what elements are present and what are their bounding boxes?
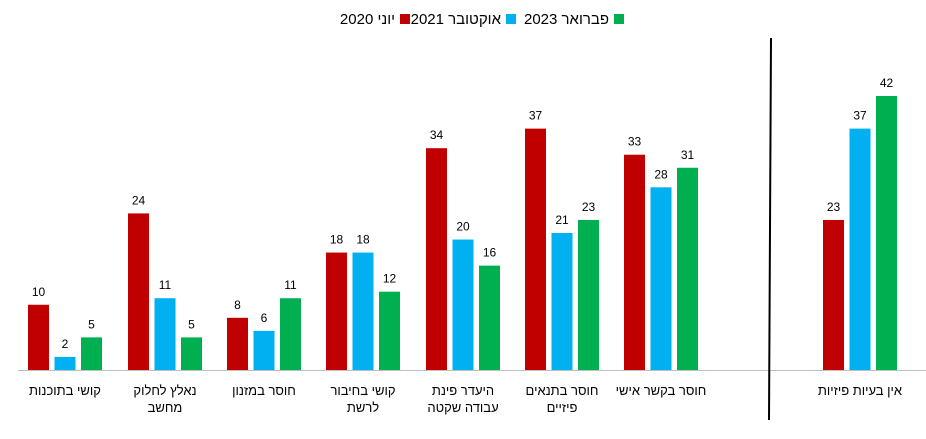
bar-s2-c2 <box>280 298 301 370</box>
category-label-7: אין בעיות פיזיות <box>818 383 902 398</box>
value-label-s0-c6: 33 <box>628 135 642 149</box>
legend-label-1: אוקטובר 2021 <box>411 11 502 28</box>
legend-swatch-0 <box>400 14 410 24</box>
value-label-s1-c0: 2 <box>62 337 69 351</box>
bar-s0-c4 <box>426 148 447 370</box>
bar-s0-c3 <box>326 252 347 370</box>
bar-s0-c2 <box>227 317 248 370</box>
value-label-s2-c7: 42 <box>880 76 894 90</box>
category-label-0: קושי בתוכנות <box>29 383 101 398</box>
bar-s0-c6 <box>624 154 645 370</box>
bar-s1-c5 <box>551 233 573 370</box>
legend-swatch-1 <box>506 14 516 24</box>
bar-s1-c4 <box>452 239 474 370</box>
bar-s2-c1 <box>181 337 202 370</box>
bar-s1-c0 <box>54 356 76 370</box>
value-label-s1-c3: 18 <box>356 233 370 247</box>
bar-s2-c7 <box>876 96 897 370</box>
value-label-s2-c4: 16 <box>483 246 497 260</box>
value-label-s1-c6: 28 <box>654 167 668 181</box>
bars <box>28 96 897 370</box>
category-label-2: חוסר במזנון <box>232 383 296 398</box>
value-label-s2-c3: 12 <box>383 272 397 286</box>
value-label-s2-c1: 5 <box>188 317 195 331</box>
bar-s2-c6 <box>677 167 698 370</box>
category-label-5: חוסר בתנאים פיזיים <box>526 383 599 415</box>
section-divider <box>768 37 772 421</box>
bar-s1-c7 <box>849 128 871 370</box>
value-label-s0-c0: 10 <box>32 285 46 299</box>
legend-label-2: פברואר 2023 <box>524 11 609 28</box>
value-label-s2-c0: 5 <box>88 317 95 331</box>
category-label-4: היעדר פינת עבודה שקטה <box>427 383 498 415</box>
bar-s2-c4 <box>479 265 500 370</box>
value-label-s0-c7: 23 <box>827 200 841 214</box>
category-label-1: נאלץ לחלוק מחשב <box>133 383 196 415</box>
value-label-s1-c1: 11 <box>159 278 172 292</box>
value-label-s0-c5: 37 <box>529 109 543 123</box>
category-label-6: חוסר בקשר אישי <box>616 383 707 398</box>
bar-s1-c1 <box>154 298 176 370</box>
bar-s2-c5 <box>578 219 599 370</box>
bar-s1-c6 <box>650 187 672 370</box>
value-label-s0-c2: 8 <box>234 298 241 312</box>
value-label-s0-c1: 24 <box>132 193 146 207</box>
bar-s0-c0 <box>28 304 49 370</box>
bar-s1-c2 <box>253 330 275 370</box>
value-label-s0-c3: 18 <box>330 233 344 247</box>
bar-s0-c5 <box>525 128 546 370</box>
bar-s0-c1 <box>128 213 149 370</box>
value-label-s2-c6: 31 <box>681 148 695 162</box>
value-label-s1-c4: 20 <box>456 220 470 234</box>
legend-swatch-2 <box>614 14 624 24</box>
bar-s2-c0 <box>81 337 102 370</box>
value-label-s2-c5: 23 <box>582 200 596 214</box>
category-labels: קושי בתוכנות נאלץ לחלוק מחשב חוסר במזנון קוש… <box>29 383 902 415</box>
value-label-s2-c2: 11 <box>284 278 297 292</box>
value-labels: 10 24 8 18 34 37 33 23 2 11 6 18 20 21 28 37 5 5 11 12 16 23 3… <box>32 76 894 351</box>
bar-s1-c3 <box>352 252 374 370</box>
value-label-s1-c7: 37 <box>853 109 867 123</box>
bar-s2-c3 <box>379 291 400 370</box>
bar-s0-c7 <box>823 219 844 370</box>
legend: יוני 2020 אוקטובר 2021 פברואר 2023 <box>340 11 624 28</box>
value-label-s0-c4: 34 <box>430 128 444 142</box>
value-label-s1-c5: 21 <box>555 213 569 227</box>
legend-label-0: יוני 2020 <box>340 11 395 28</box>
category-label-3: קושי בחיבור לרשת <box>330 383 395 415</box>
value-label-s1-c2: 6 <box>261 311 268 325</box>
